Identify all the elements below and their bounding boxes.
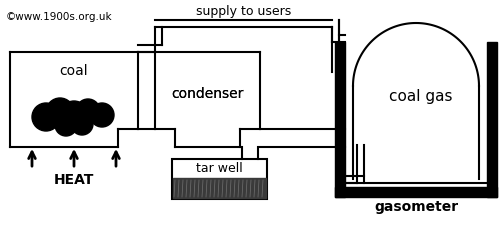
Bar (173, 178, 266, 198)
Bar (153, 50, 262, 149)
Bar (335, 42, 345, 197)
Text: supply to users: supply to users (196, 5, 291, 18)
Bar (155, 52, 260, 147)
Bar (8, 50, 140, 149)
Text: condenser: condenser (172, 87, 244, 101)
Text: condenser: condenser (172, 87, 244, 101)
Text: coal: coal (60, 64, 88, 78)
Circle shape (32, 103, 60, 131)
Bar (10, 52, 138, 147)
Text: tar well: tar well (196, 161, 243, 175)
Text: ©www.1900s.org.uk: ©www.1900s.org.uk (6, 12, 112, 22)
Bar (487, 42, 497, 197)
Circle shape (90, 103, 114, 127)
Text: HEAT: HEAT (54, 173, 94, 187)
Circle shape (60, 101, 88, 129)
Bar (335, 187, 497, 197)
Text: coal gas: coal gas (389, 89, 453, 104)
Circle shape (71, 113, 93, 135)
Circle shape (55, 114, 77, 136)
Text: gasometer: gasometer (374, 200, 458, 214)
Circle shape (76, 99, 100, 123)
Circle shape (46, 98, 74, 126)
Bar (172, 159, 267, 199)
